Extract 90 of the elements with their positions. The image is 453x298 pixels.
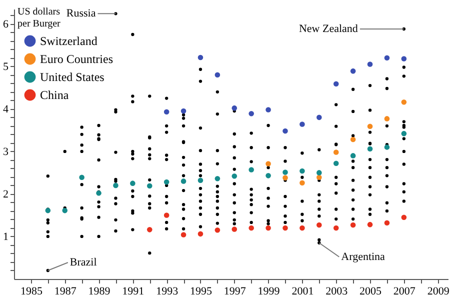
point — [266, 107, 271, 112]
x-tick-label: 1989 — [88, 286, 111, 298]
point — [232, 105, 238, 111]
point — [316, 222, 322, 228]
x-tick-label: 1991 — [122, 286, 144, 298]
point — [164, 109, 170, 115]
x-tick-label: 2007 — [393, 286, 416, 298]
point — [300, 168, 305, 174]
point — [300, 225, 305, 231]
point — [316, 174, 322, 180]
y-tick-label: 4 — [3, 103, 9, 116]
point — [79, 174, 84, 180]
point — [350, 136, 356, 142]
x-tick-label: 2009 — [427, 286, 450, 298]
point — [180, 232, 186, 238]
point — [333, 150, 339, 155]
point — [198, 54, 204, 60]
point — [266, 161, 271, 166]
point — [232, 173, 238, 179]
point — [367, 124, 373, 129]
point — [384, 144, 390, 150]
point — [45, 208, 51, 214]
point — [248, 110, 254, 116]
annotation: Argentina — [341, 250, 386, 263]
legend-label: China — [40, 88, 70, 102]
legend-label: Euro Countries — [40, 52, 114, 66]
point — [384, 116, 390, 122]
point — [282, 170, 288, 175]
y-tick-label: 5 — [3, 60, 9, 73]
point — [232, 226, 238, 232]
point — [316, 114, 322, 120]
x-tick-label: 1995 — [190, 286, 212, 298]
point — [266, 173, 271, 178]
x-tick-label: 2003 — [326, 286, 348, 298]
point — [367, 146, 373, 152]
point — [62, 208, 68, 214]
point — [367, 222, 373, 228]
point — [248, 225, 254, 231]
point — [180, 178, 186, 184]
point — [350, 222, 356, 228]
y-axis-title: US dollars per Burger — [18, 6, 62, 30]
point — [180, 108, 186, 114]
y-tick-label: 6 — [3, 18, 9, 30]
point — [130, 180, 136, 186]
point — [401, 214, 407, 220]
point — [367, 62, 373, 67]
point — [282, 128, 288, 134]
point — [164, 212, 170, 218]
point — [300, 180, 305, 186]
point — [198, 178, 204, 183]
point — [384, 55, 390, 61]
point — [300, 122, 305, 127]
point — [214, 176, 220, 182]
point — [384, 220, 390, 226]
point — [248, 167, 254, 172]
point — [96, 190, 102, 196]
annotation: New Zealand — [298, 22, 358, 35]
point — [113, 182, 118, 188]
point — [198, 231, 204, 237]
point — [214, 72, 220, 78]
point — [401, 130, 407, 136]
point — [164, 179, 170, 185]
x-tick-label: 1997 — [224, 286, 246, 298]
point — [350, 68, 356, 74]
x-tick-label: 1993 — [156, 286, 179, 298]
point — [282, 225, 288, 231]
annotation: Brazil — [70, 256, 97, 268]
point — [401, 56, 407, 62]
point — [146, 227, 152, 232]
point — [214, 227, 220, 233]
point — [333, 225, 339, 231]
point — [282, 175, 288, 180]
point — [350, 153, 356, 158]
y-tick-label: 2 — [3, 188, 8, 200]
point — [316, 170, 322, 176]
point — [266, 225, 271, 231]
y-tick-label: 3 — [3, 146, 9, 158]
point — [333, 81, 339, 86]
x-tick-label: 1985 — [20, 286, 43, 298]
point — [401, 99, 407, 105]
x-tick-label: 2005 — [360, 286, 382, 298]
x-tick-label: 2001 — [292, 286, 314, 298]
annotation: Russia — [66, 8, 96, 20]
legend-label: Switzerland — [40, 34, 98, 48]
y-tick-label: 1 — [3, 230, 8, 243]
point — [333, 160, 339, 166]
x-tick-label: 1999 — [258, 286, 280, 298]
legend-label: United States — [40, 70, 105, 84]
point — [146, 183, 152, 189]
x-tick-label: 1987 — [54, 286, 77, 298]
